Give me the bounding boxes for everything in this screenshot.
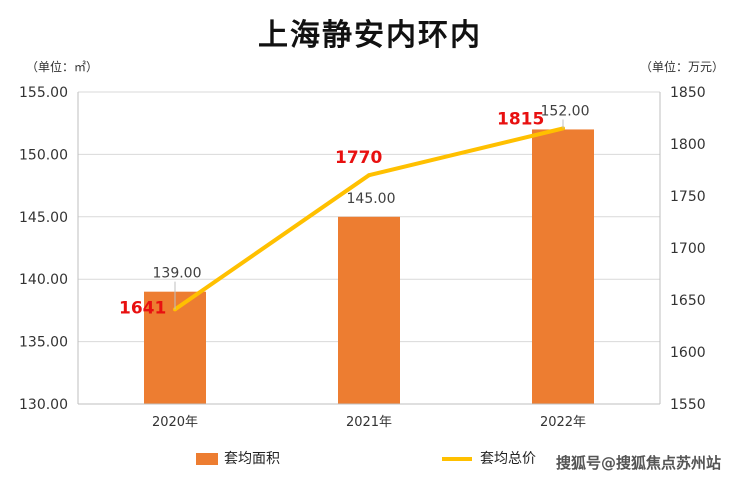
line-data-label: 1641: [119, 298, 166, 318]
right-axis-tick-label: 1600: [670, 345, 706, 361]
x-axis-tick-label: 2021年: [346, 415, 392, 430]
legend-bar-label: 套均面积: [224, 451, 280, 467]
right-axis-tick-label: 1550: [670, 397, 706, 413]
x-axis-tick-label: 2020年: [152, 415, 198, 430]
left-axis-tick-label: 150.00: [19, 147, 68, 163]
bar-data-label: 152.00: [541, 103, 590, 119]
chart-title: 上海静安内环内: [258, 18, 482, 53]
left-axis-tick-label: 155.00: [19, 85, 68, 101]
right-axis-tick-label: 1650: [670, 293, 706, 309]
left-axis-tick-label: 135.00: [19, 335, 68, 351]
right-axis-tick-label: 1750: [670, 189, 706, 205]
left-axis-tick-label: 130.00: [19, 397, 68, 413]
right-axis-tick-label: 1850: [670, 85, 706, 101]
line-point: [367, 173, 371, 178]
legend-bar-swatch: [196, 453, 218, 465]
bar: [338, 216, 400, 404]
left-axis-tick-label: 145.00: [19, 210, 68, 226]
left-axis-tick-label: 140.00: [19, 272, 68, 288]
bar: [532, 129, 594, 404]
legend-item-bar: 套均面积: [196, 448, 280, 468]
legend-line-label: 套均总价: [480, 451, 536, 467]
x-axis-tick-label: 2022年: [540, 415, 586, 430]
right-axis-unit: （单位：万元）: [640, 60, 725, 74]
legend-item-line: 套均总价: [442, 448, 536, 468]
line-data-label: 1815: [497, 109, 544, 129]
legend-line-swatch: [442, 457, 472, 461]
left-axis-unit: （单位：㎡）: [26, 60, 99, 74]
bar-data-label: 139.00: [153, 266, 202, 282]
bar-data-label: 145.00: [347, 191, 396, 207]
watermark-text: 搜狐号@搜狐焦点苏州站: [556, 454, 722, 472]
right-axis-tick-label: 1800: [670, 137, 706, 153]
right-axis-tick-label: 1700: [670, 241, 706, 257]
line-data-label: 1770: [335, 148, 382, 168]
